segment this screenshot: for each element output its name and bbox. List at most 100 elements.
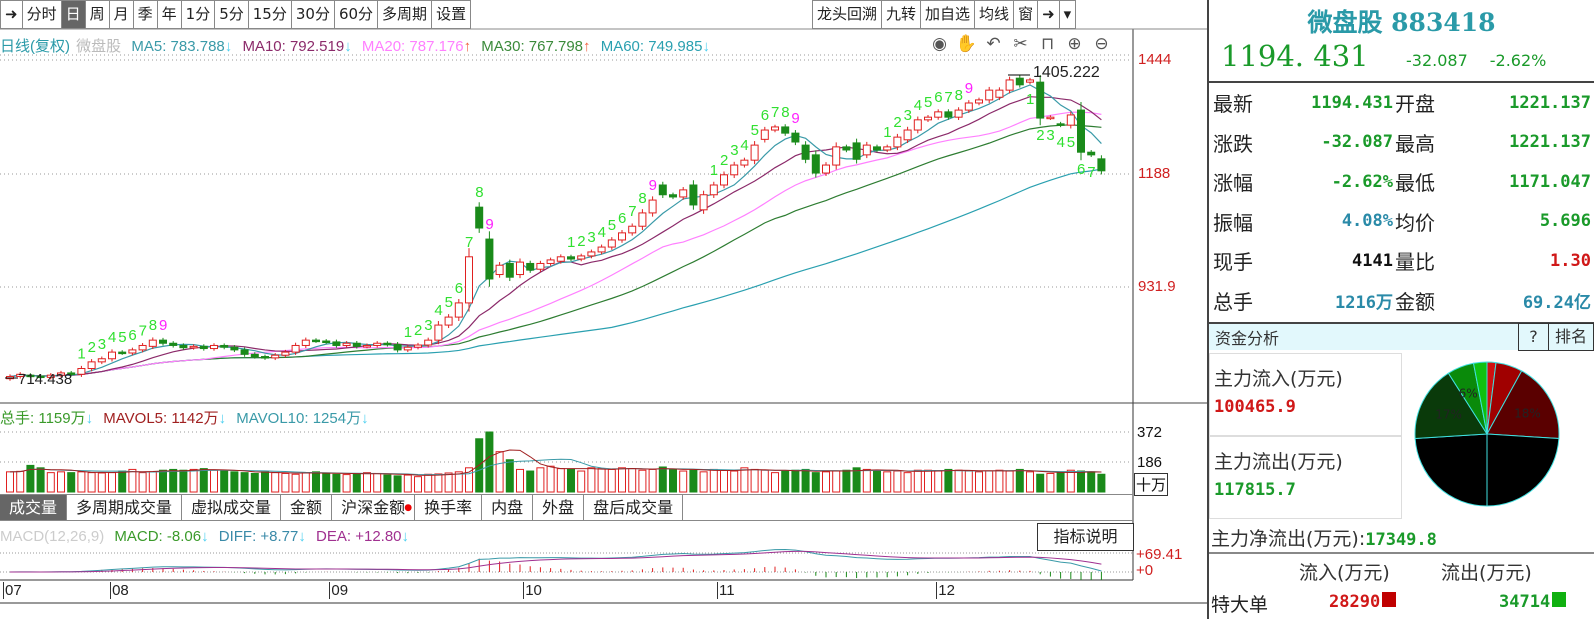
td-count-mark: 7 [771,104,779,121]
indicator-tab[interactable]: 沪深金额 ● [332,495,416,520]
outflow-value: 34714 [1499,592,1567,612]
candle-body [36,375,45,379]
zoom-in-icon[interactable]: ⊕ [1067,34,1082,54]
period-tab[interactable]: 15分 [248,0,292,29]
indicator-tab[interactable]: 外盘 [533,495,585,520]
collapse-left-icon[interactable]: ➜ [0,0,23,29]
volume-bar [352,473,361,493]
scissors-icon[interactable]: ✂ [1013,34,1028,54]
main-outflow-label: 主力流出(万元) [1214,451,1343,473]
period-tab[interactable]: 设置 [432,0,472,29]
tab-label: 金额 [290,498,323,517]
indicator-tab[interactable]: 虚拟成交量 [182,495,282,520]
candle-body [87,361,96,370]
ma20-value: MA20: 787.176 [361,38,464,55]
candle-body [240,349,249,355]
toolbar-button[interactable]: 均线 [975,0,1015,29]
undo-icon[interactable]: ↶ [986,34,1001,54]
candle-body [301,339,310,346]
down-arrow-icon: ↓ [298,528,306,545]
volume-axis-label: 186 [1137,454,1163,471]
order-type-label: 特大单 [1211,594,1269,616]
toolbar-button[interactable]: 龙头回溯 [812,0,883,29]
zoom-out-icon[interactable]: ⊖ [1094,34,1109,54]
candle-body [709,184,718,196]
volume-bar [97,472,106,493]
macd-axis-label: +69.41 [1136,546,1183,563]
indicator-tab[interactable]: 多周期成交量 [67,495,183,520]
date-tick-label: 10 [523,582,542,599]
lock-icon[interactable]: ⊓ [1040,34,1055,54]
main-inflow-box: 主力流入(万元) 100465.9 [1209,353,1402,436]
quote-value: 4.08% [1341,211,1393,232]
pie-slice [1486,433,1560,507]
inflow-value: 28290 [1329,592,1397,612]
period-tab[interactable]: 60分 [334,0,379,29]
help-button[interactable]: ? [1518,323,1549,351]
mavol10-line [9,458,1102,476]
tab-label: 内盘 [491,498,524,517]
indicator-tab[interactable]: 盘后成交量 [584,495,684,520]
period-tab[interactable]: 5分 [215,0,249,29]
volume-bar [301,472,310,493]
candle-body [261,356,269,359]
volume-bar [944,468,953,493]
volume-bar [750,468,759,493]
quote-label: 最低 [1395,171,1435,196]
price-change-pct: -2.62% [1489,51,1547,70]
volume-bar [444,472,453,493]
period-tab[interactable]: 月 [109,0,134,29]
volume-bar [1005,470,1014,493]
indicator-help-button[interactable]: 指标说明 [1037,523,1134,551]
volume-bar [1097,473,1106,493]
td-count-mark: 6 [934,89,942,106]
td-count-mark: 5 [751,122,759,139]
candle-body [556,256,565,262]
volume-bar [883,471,892,493]
candle-body [954,109,963,118]
volume-bar [1046,472,1055,493]
period-tab[interactable]: 年 [157,0,182,29]
quote-value: 1194.431 [1311,92,1393,113]
candle-body [1087,151,1096,156]
volume-bar [108,472,116,493]
period-tab[interactable]: 30分 [291,0,335,29]
td-count-mark: 6 [128,327,136,344]
toolbar-button[interactable]: 窗 [1014,0,1039,29]
candle-body [414,344,422,348]
date-tick-label: 09 [329,582,349,599]
toolbar-button[interactable]: 加自选 [921,0,976,29]
indicator-tab[interactable]: 内盘 [482,495,534,520]
quote-label: 金额 [1395,289,1435,314]
td-count-mark: 4 [1057,134,1065,151]
volume-bar [1066,469,1075,493]
hand-icon[interactable]: ✋ [955,34,978,54]
indicator-tab[interactable]: 金额 [281,495,333,520]
candle-body [658,184,667,196]
period-tab[interactable]: 周 [85,0,110,29]
indicator-tab[interactable]: 换手率 [415,495,483,520]
inflow-number: 28290 [1329,592,1381,612]
volume-bar [465,467,473,493]
volume-bar [424,473,433,493]
td-count-mark: 9 [649,177,657,194]
volume-bar [128,468,137,493]
candle-body [424,339,433,346]
period-tab[interactable]: 1分 [181,0,216,29]
candle-body [577,255,586,260]
tab-label: 虚拟成交量 [191,498,272,517]
volume-bar [811,472,820,493]
eye-icon[interactable]: ◉ [932,34,947,54]
indicator-tab[interactable]: 成交量 [0,495,68,520]
candle-body [1005,79,1014,91]
volume-bar [964,470,973,493]
volume-bar [332,473,341,493]
quote-row: 现手 4141 量比 1.30 [1209,241,1594,281]
period-tab[interactable]: 日 [61,0,86,29]
rank-button[interactable]: 排名 [1549,323,1594,351]
candle-body [1046,116,1055,120]
td-count-mark: 7 [944,89,952,106]
period-tab[interactable]: 季 [133,0,158,29]
period-tab[interactable]: 多周期 [378,0,433,29]
